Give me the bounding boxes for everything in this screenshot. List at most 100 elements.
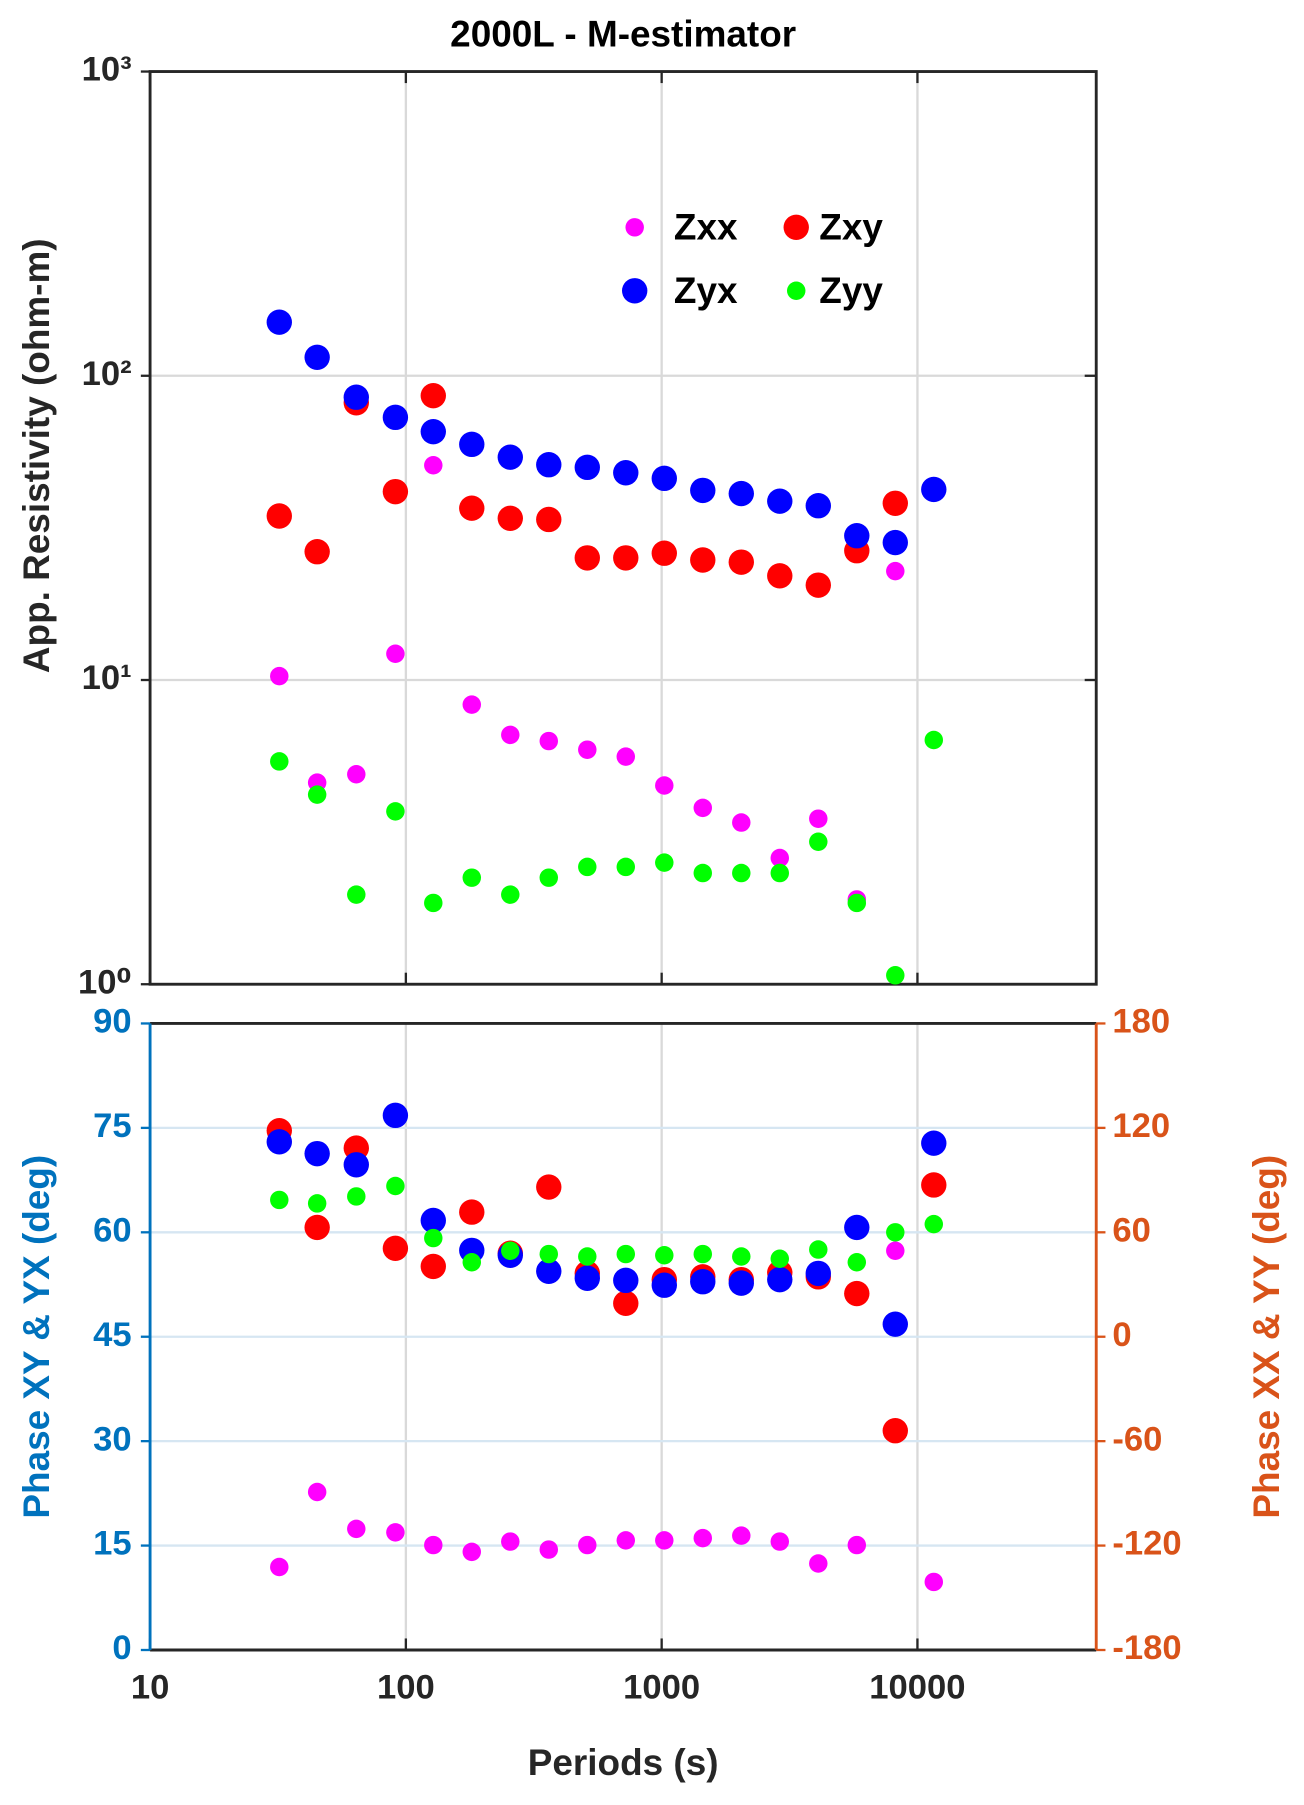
legend-label: Zyx [674,270,738,311]
data-point [343,1152,369,1178]
legend-label: Zxx [674,206,738,247]
data-point [501,1532,520,1551]
data-point [882,1418,908,1444]
data-point [462,1253,482,1272]
data-point [420,383,446,409]
data-point [424,893,443,913]
data-point [462,695,482,714]
data-point [847,893,867,913]
data-point [693,1528,713,1548]
data-point [844,1280,870,1307]
data-point [424,456,443,475]
y2-tick-label: 60 [1112,1211,1151,1249]
data-point [882,490,908,516]
data-point [304,539,330,565]
data-point [536,452,562,478]
y-tick-label: 10⁰ [78,963,132,1001]
data-point [304,1214,330,1241]
y2-tick-label: 0 [1112,1316,1131,1354]
data-point [539,731,559,751]
data-point [578,740,597,759]
data-point [613,460,639,486]
data-point [805,493,831,519]
data-point [921,476,947,503]
data-point [921,1130,947,1156]
x-tick-label: 10 [131,1668,170,1706]
data-point [420,1207,446,1234]
data-point [809,809,828,828]
data-point [844,523,870,549]
data-point [886,1223,905,1242]
data-point [307,785,327,804]
data-point [459,495,485,521]
data-point [767,563,793,589]
data-point [616,857,636,877]
y-tick-label: 45 [93,1316,131,1354]
data-point [462,868,482,887]
data-point [728,480,754,507]
data-point [501,1241,520,1260]
data-point [809,832,828,851]
data-point [693,863,713,883]
data-point [613,1290,639,1317]
data-point [307,1482,327,1502]
y-tick-label: 10² [82,355,132,393]
data-point [304,344,330,370]
data-point [539,868,559,887]
data-point [462,1542,482,1562]
y-tick-label: 30 [93,1420,131,1458]
data-point [770,1249,790,1268]
data-point [886,1241,905,1260]
data-point [347,765,366,784]
legend-marker [787,281,806,300]
data-point [386,1523,405,1542]
data-point [497,505,523,532]
data-point [616,747,636,766]
data-point [501,885,520,904]
data-point [924,730,944,750]
data-point [501,725,520,745]
data-point [693,1244,713,1264]
data-point [270,752,289,771]
data-point [732,863,751,883]
data-point [459,431,485,458]
data-point [728,1270,754,1296]
data-point [424,1228,443,1248]
data-point [690,1269,716,1295]
chart-title: 2000L - M-estimator [450,14,796,55]
x-axis-label: Periods (s) [528,1742,719,1783]
data-point [536,506,562,533]
data-point [886,561,905,581]
data-point [655,853,674,872]
data-point [886,966,905,985]
data-point [655,1246,674,1265]
data-point [728,549,754,575]
data-point [420,1253,446,1280]
data-point [732,1247,751,1266]
y-tick-label: 90 [93,1003,131,1041]
data-point [924,1214,944,1234]
data-point [304,1140,330,1167]
data-point [655,1531,674,1550]
data-point [809,1554,828,1573]
y2-tick-label: -60 [1112,1420,1162,1458]
data-point [882,1311,908,1337]
y2-tick-label: 180 [1112,1003,1170,1041]
data-point [732,813,751,832]
y-axis-label: App. Resistivity (ohm-m) [16,238,57,673]
data-point [539,1540,559,1559]
y-tick-label: 0 [112,1629,131,1667]
data-point [578,857,597,877]
data-point [574,545,600,571]
data-point [347,1519,366,1539]
data-point [270,1557,289,1577]
data-point [382,404,409,431]
legend-label: Zxy [819,206,883,247]
data-point [651,540,677,566]
legend-marker [625,218,644,237]
y-tick-label: 75 [93,1107,131,1145]
data-point [266,309,292,335]
data-point [424,1535,443,1555]
data-point [767,488,793,514]
